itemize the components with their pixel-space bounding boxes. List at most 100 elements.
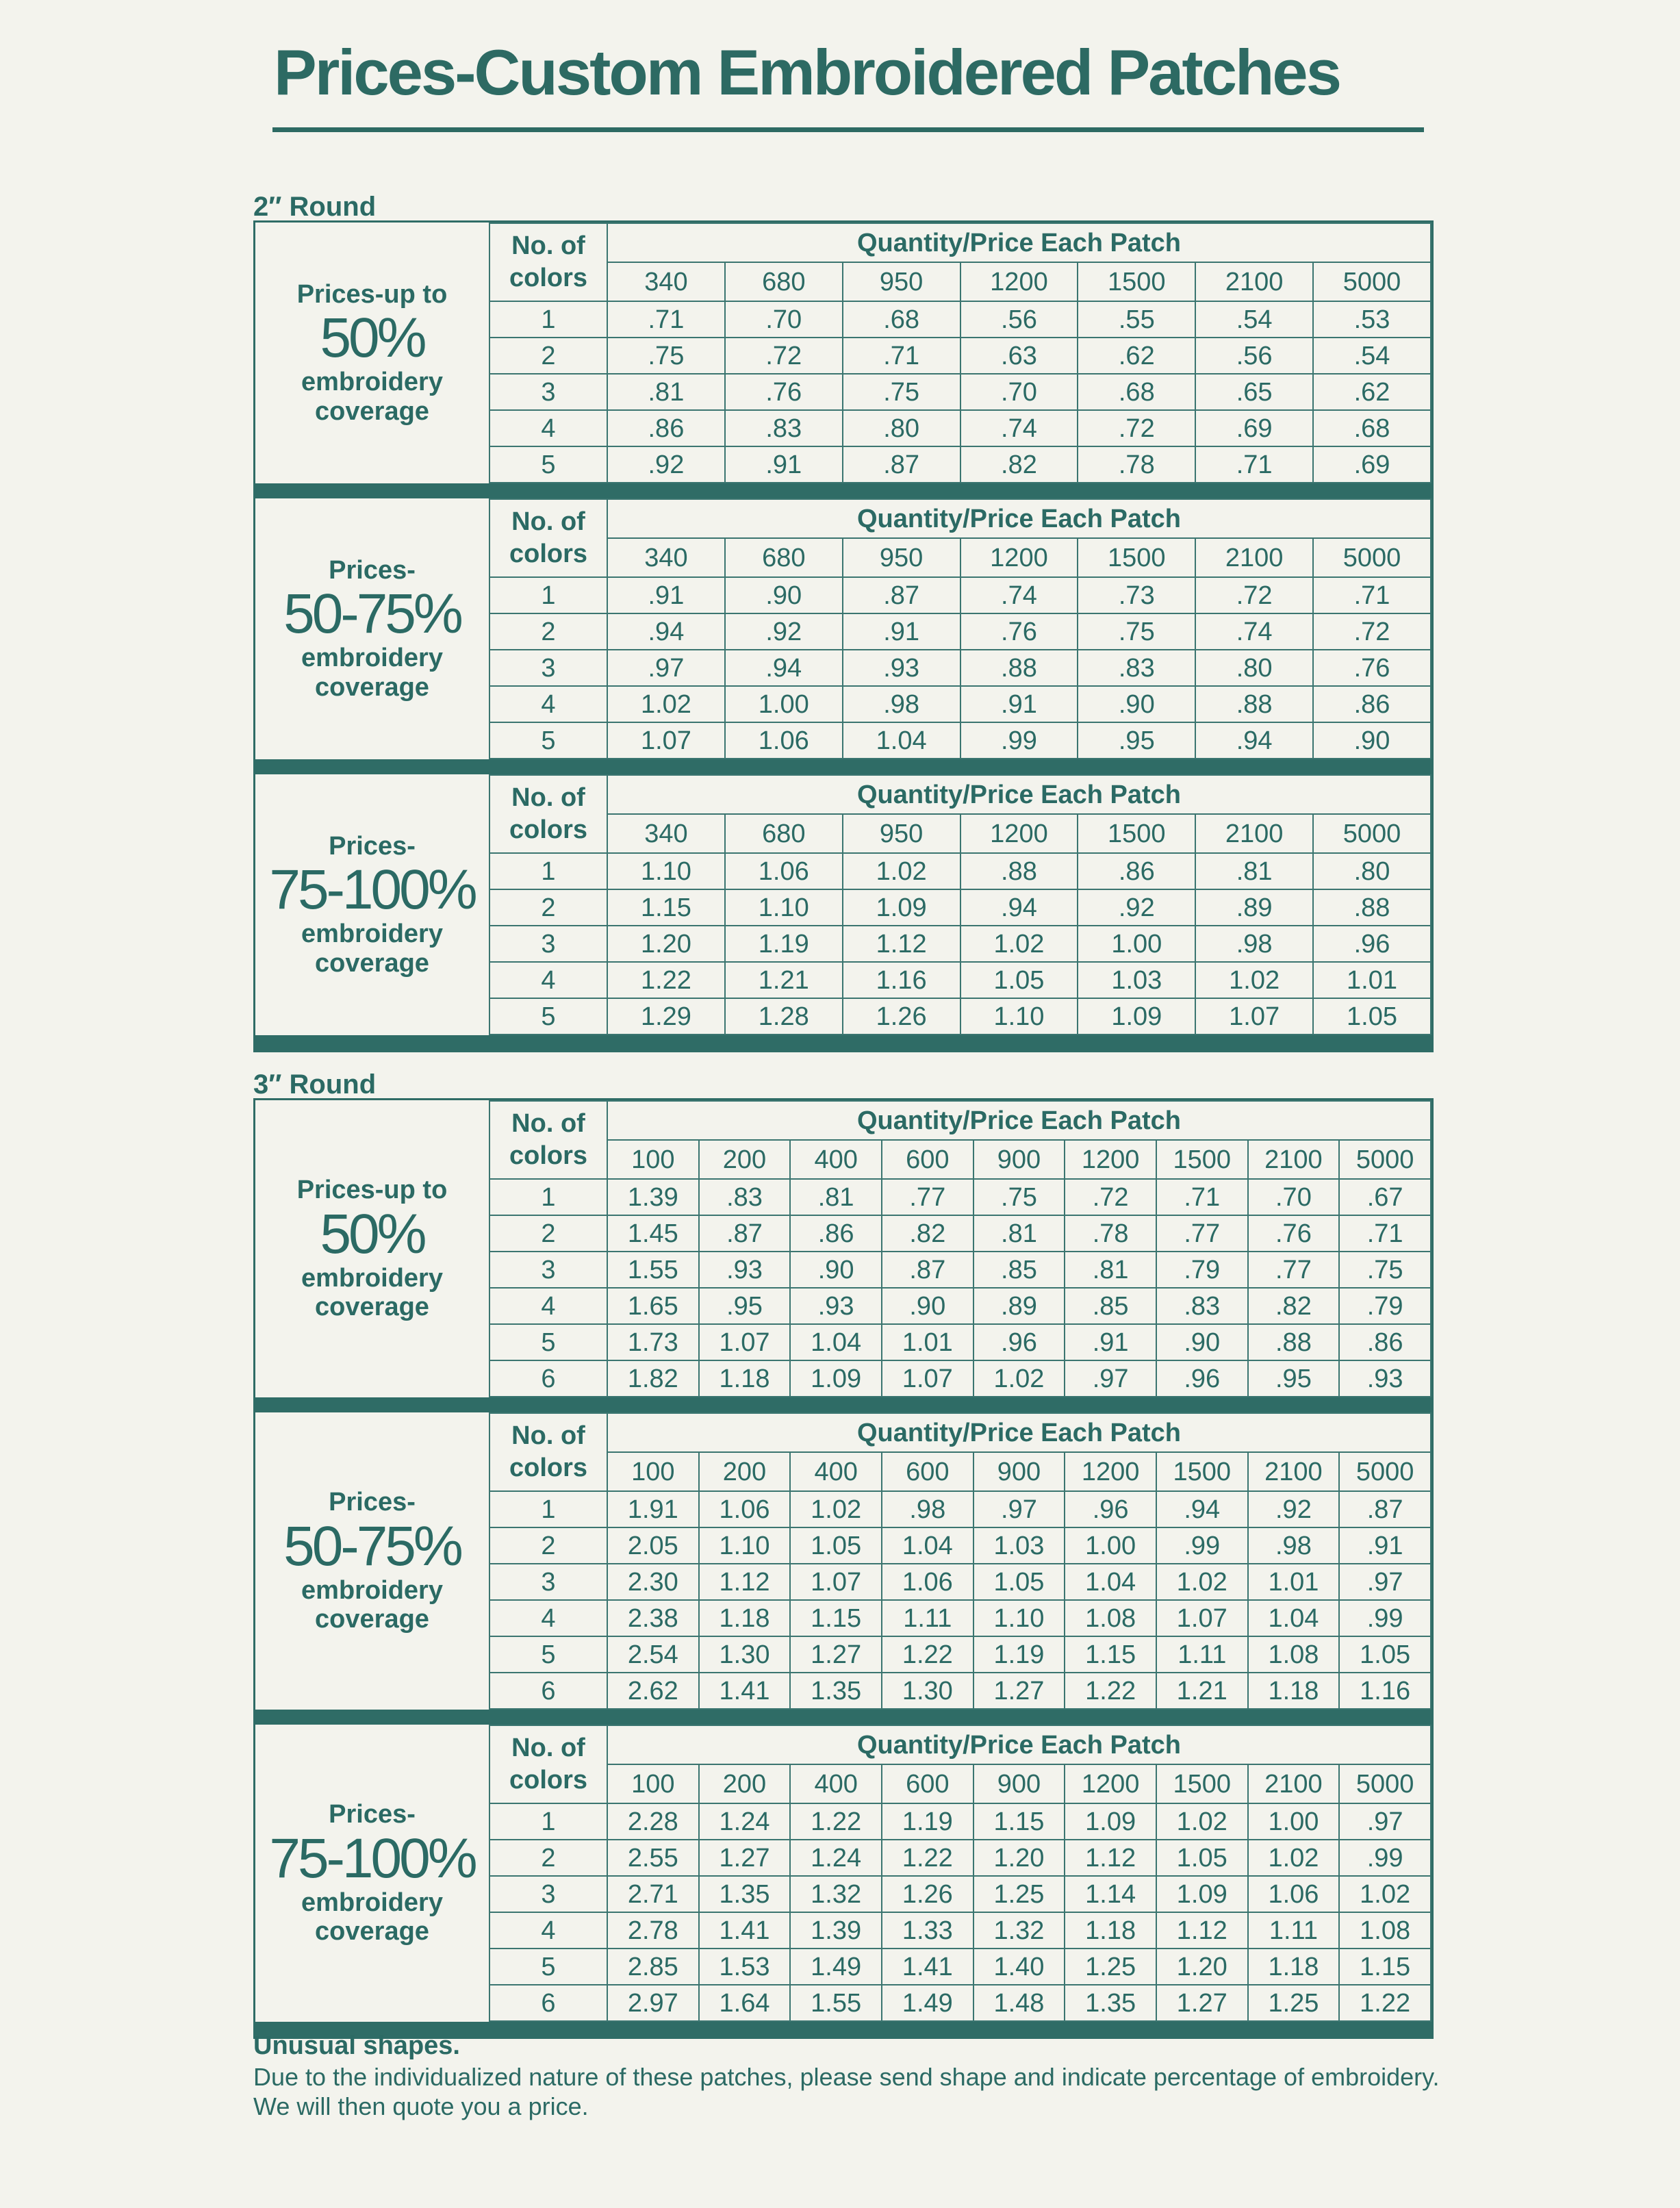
colors-count: 3 [489,925,608,963]
quantity-cell: 1500 [1077,262,1197,302]
colors-count: 3 [489,649,608,687]
price-cell: .82 [959,446,1079,483]
colors-header: No. of colors [489,498,608,578]
price-cell: 1.30 [880,1672,974,1710]
price-cell: .78 [1064,1215,1157,1252]
table-row: 4 1.65.95.93.90.89.85.83.82.79 [255,1287,1431,1325]
price-cell: 1.21 [1155,1672,1249,1710]
price-cell: 1.08 [1247,1636,1340,1673]
quantity-row: 340 680 950 1200 1500 2100 5000 [255,537,1431,578]
block-divider [255,2022,1431,2037]
coverage-percent: 75-100% [269,859,477,922]
price-cell: .77 [1155,1215,1249,1252]
price-cell: .88 [959,649,1079,687]
price-cell: 1.00 [724,685,843,723]
price-cell: .98 [1247,1527,1340,1564]
price-cell: 1.32 [972,1912,1066,1949]
price-cell: 1.04 [880,1527,974,1564]
price-cell: .85 [972,1251,1066,1289]
page-title: Prices-Custom Embroidered Patches [274,36,1342,108]
price-cell: .72 [1077,409,1197,447]
quantity-cell: 900 [972,1451,1066,1492]
coverage-prefix: Prices- [329,1488,416,1517]
price-cell: 1.12 [841,925,961,963]
price-cell: .83 [1155,1287,1249,1325]
quantity-cell: 600 [880,1764,974,1804]
coverage-suffix: embroidery coverage [301,1575,443,1634]
price-cell: 1.32 [789,1875,882,1913]
quantity-cell: 5000 [1312,262,1431,302]
price-cell: 1.02 [1155,1563,1249,1601]
price-cell: 1.22 [1338,1984,1431,2022]
price-cell: .96 [972,1323,1066,1361]
price-cell: 1.02 [841,852,961,890]
price-cell: 1.15 [972,1803,1066,1840]
price-cell: .72 [1312,613,1431,650]
quantity-cell: 1500 [1077,537,1197,578]
price-cell: 1.05 [972,1563,1066,1601]
price-cell: 1.35 [1064,1984,1157,2022]
price-cell: .63 [959,337,1079,375]
colors-count: 4 [489,1599,608,1637]
colors-count: 4 [489,409,608,447]
quantity-cell: 400 [789,1764,882,1804]
quantity-cell: 5000 [1338,1139,1431,1180]
price-cell: .97 [972,1490,1066,1528]
quantity-cell: 200 [698,1764,791,1804]
price-table-3in-round: Prices-up to 50% embroidery coverage No.… [253,1098,1434,2039]
colors-count: 5 [489,446,608,483]
quantity-cell: 1500 [1155,1139,1249,1180]
price-cell: .90 [1312,722,1431,759]
price-cell: .72 [1195,576,1314,614]
price-cell: 1.22 [880,1636,974,1673]
price-cell: .75 [1077,613,1197,650]
table-row: 5.92.91.87.82.78.71.69 [255,446,1431,483]
price-cell: 1.00 [1064,1527,1157,1564]
price-cell: .71 [841,337,961,375]
coverage-block: Prices- 75-100% embroidery coverage No. … [255,1725,1431,2022]
price-cell: .67 [1338,1178,1431,1216]
price-cell: .71 [1155,1178,1249,1216]
price-cell: 1.16 [841,961,961,999]
price-cell: .91 [724,446,843,483]
price-cell: 1.15 [1338,1948,1431,1985]
price-cell: .74 [1195,613,1314,650]
price-cell: 1.64 [698,1984,791,2022]
price-cell: 1.35 [789,1672,882,1710]
price-cell: 1.25 [1064,1948,1157,1985]
price-cell: 1.26 [880,1875,974,1913]
colors-count: 2 [489,613,608,650]
quantity-cell: 950 [841,537,961,578]
quantity-cell: 2100 [1247,1764,1340,1804]
quantity-cell: 1200 [1064,1139,1157,1180]
table-row: 2 2.55 1.27 1.24 1.22 1.20 1.12 1.05 1.02.99 [255,1839,1431,1877]
table-row: 3.97.94.93.88.83.80.76 [255,649,1431,687]
table-row: 6 2.62 1.41 1.35 1.30 1.27 1.22 1.21 1.18 1.16 [255,1672,1431,1710]
price-cell: 1.11 [880,1599,974,1637]
price-cell: 1.05 [1312,998,1431,1035]
price-cell: .88 [1312,889,1431,926]
price-cell: 1.09 [841,889,961,926]
price-cell: 1.00 [1077,925,1197,963]
quantity-cell: 950 [841,813,961,854]
price-cell: 1.73 [607,1323,700,1361]
price-cell: 1.40 [972,1948,1066,1985]
table-row: 4 1.02 1.00.98.91.90.88.86 [255,685,1431,723]
price-cell: .94 [607,613,726,650]
table-row: 5 2.85 1.53 1.49 1.41 1.40 1.25 1.20 1.18 1.15 [255,1948,1431,1985]
colors-count: 6 [489,1672,608,1710]
price-cell: .91 [1064,1323,1157,1361]
price-cell: 2.62 [607,1672,700,1710]
price-cell: 1.30 [698,1636,791,1673]
table-row: 1.71.70.68.56.55.54.53 [255,301,1431,338]
table-row: 4.86.83.80.74.72.69.68 [255,409,1431,447]
price-cell: 1.41 [880,1948,974,1985]
price-cell: .87 [1338,1490,1431,1528]
price-cell: 2.78 [607,1912,700,1949]
price-cell: 1.00 [1247,1803,1340,1840]
quantity-cell: 1200 [959,813,1079,854]
quantity-cell: 1200 [959,262,1079,302]
price-cell: .95 [698,1287,791,1325]
price-cell: .87 [841,446,961,483]
quantity-cell: 340 [607,537,726,578]
